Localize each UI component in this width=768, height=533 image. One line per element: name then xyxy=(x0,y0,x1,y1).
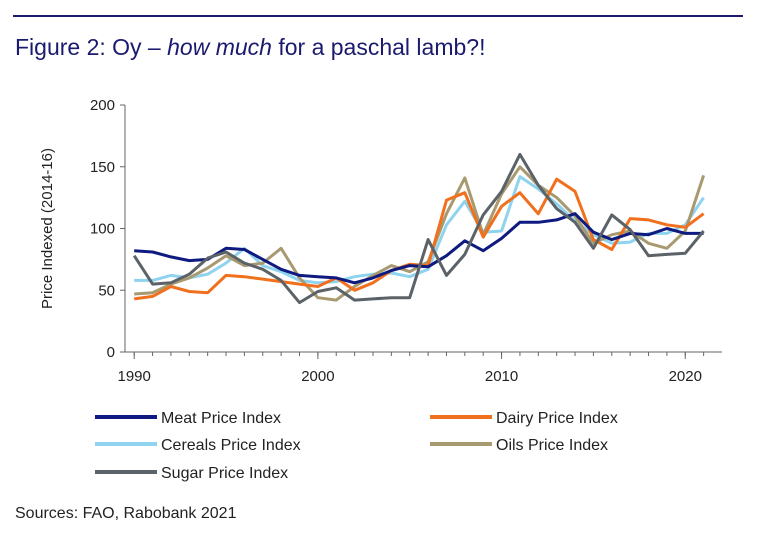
y-ticks: 0 50 100 150 200 xyxy=(90,97,125,361)
legend-label: Dairy Price Index xyxy=(496,410,618,427)
title-emphasis: how much xyxy=(167,34,272,60)
title-suffix: for a paschal lamb?! xyxy=(271,34,486,60)
x-tick-label: 2020 xyxy=(669,368,702,385)
chart-title: Figure 2: Oy – how much for a paschal la… xyxy=(15,34,485,61)
legend-label: Meat Price Index xyxy=(161,410,281,427)
y-tick-label: 200 xyxy=(90,97,115,114)
x-tick-label: 2000 xyxy=(301,368,334,385)
y-tick-label: 150 xyxy=(90,159,115,176)
series-line-5 xyxy=(132,152,705,305)
y-tick-label: 100 xyxy=(90,221,115,238)
y-axis-label: Price Indexed (2014-16) xyxy=(39,148,56,309)
source-note: Sources: FAO, Rabobank 2021 xyxy=(15,505,237,522)
legend-label: Sugar Price Index xyxy=(161,465,288,482)
legend-label: Cereals Price Index xyxy=(161,437,301,454)
axes xyxy=(124,105,722,353)
legend-label: Oils Price Index xyxy=(496,437,608,454)
y-tick-label: 50 xyxy=(98,282,115,299)
x-ticks: 1990 2000 2010 2020 xyxy=(117,352,705,385)
x-tick-label: 2010 xyxy=(485,368,518,385)
legend: Meat Price Index Dairy Price Index Cereals… xyxy=(95,410,618,482)
y-tick-label: 0 xyxy=(107,344,115,361)
line-chart: 0 50 100 150 200 1990 2000 2010 2020 Price Inde… xyxy=(39,97,722,482)
series-lines xyxy=(132,152,706,305)
title-prefix: Figure 2: Oy – xyxy=(15,34,168,60)
x-tick-label: 1990 xyxy=(117,368,150,385)
title-rule xyxy=(13,15,743,17)
